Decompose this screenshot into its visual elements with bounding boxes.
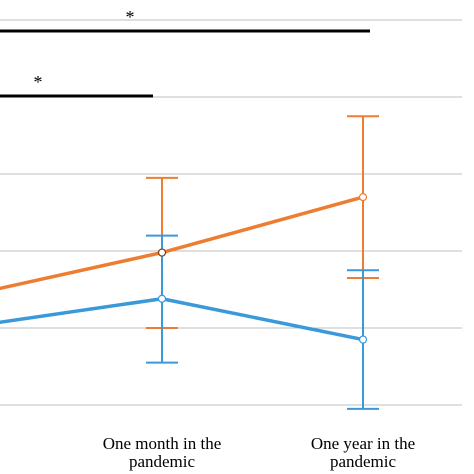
significance-star: *	[34, 72, 43, 92]
significance-star: *	[126, 7, 135, 27]
data-point	[358, 335, 368, 344]
series-lines	[0, 195, 364, 342]
series-line	[0, 296, 364, 342]
data-points	[157, 193, 368, 344]
error-bars	[146, 115, 379, 410]
significance-brackets: **	[0, 7, 370, 98]
gridlines	[0, 19, 462, 406]
series-line	[0, 195, 364, 291]
x-tick-label: One month in the	[103, 434, 222, 453]
data-point	[157, 294, 167, 303]
x-tick-label: pandemic	[129, 452, 196, 471]
data-point	[157, 248, 167, 257]
x-tick-label: pandemic	[330, 452, 397, 471]
x-tick-label: One year in the	[311, 434, 415, 453]
data-point	[358, 193, 368, 202]
